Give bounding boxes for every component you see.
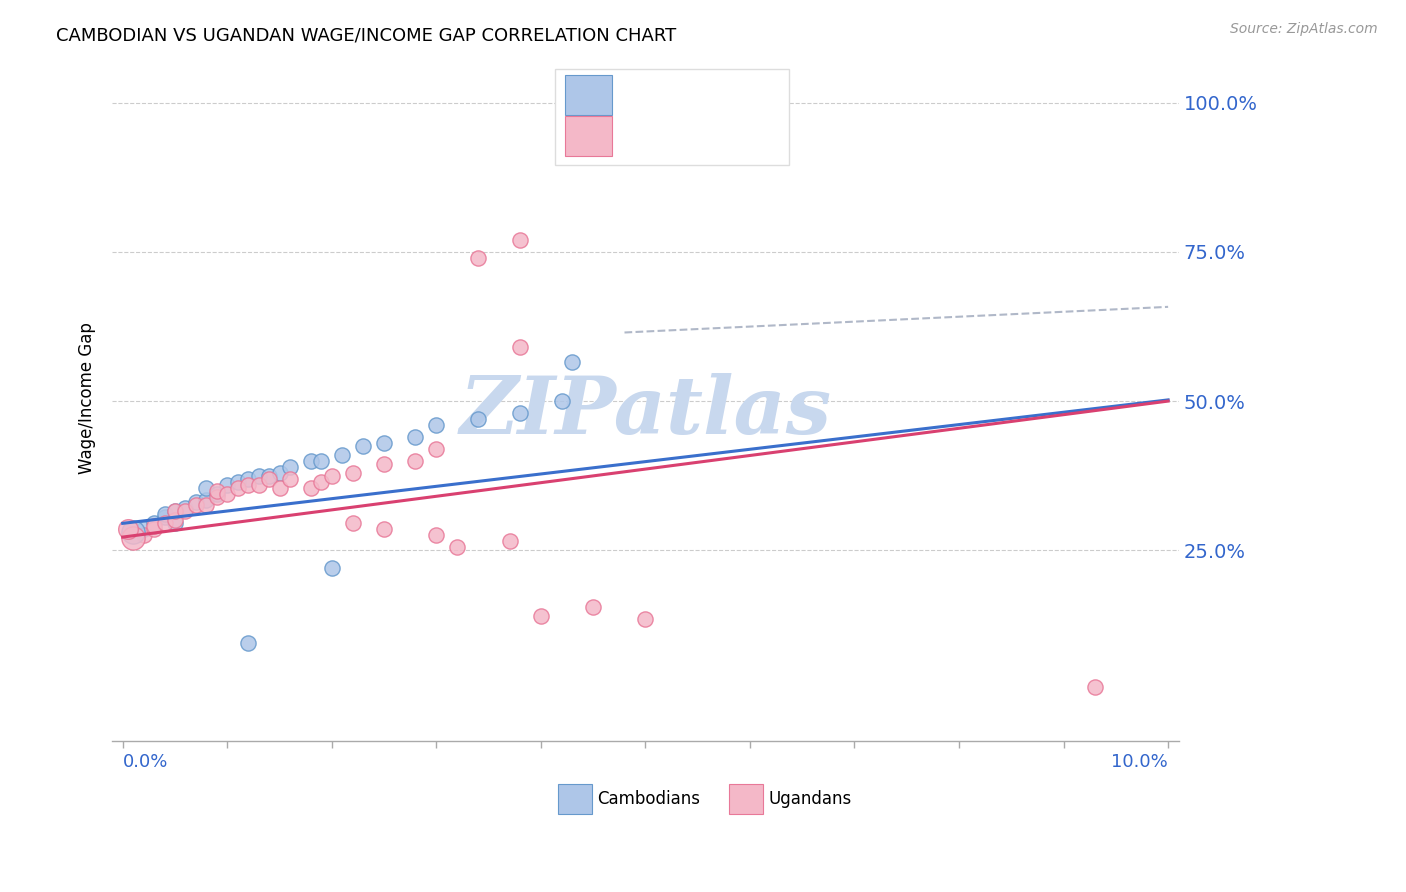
Point [530,608,553,623]
Point [132,528,155,542]
Y-axis label: Wage/Income Gap: Wage/Income Gap [79,322,96,474]
Point [195,492,218,507]
Point [226,475,249,489]
Point [352,439,374,453]
Point [143,516,166,531]
Point [425,528,447,542]
Text: 0.302: 0.302 [651,127,707,145]
Text: 30: 30 [740,86,765,104]
Point [311,475,333,489]
Point [217,477,239,491]
Point [1084,681,1107,695]
Text: 0.0%: 0.0% [122,753,169,771]
Point [236,635,259,649]
Point [738,135,761,149]
Point [342,516,364,531]
Text: R =: R = [621,86,659,104]
Text: Cambodians: Cambodians [598,790,700,808]
Point [321,468,343,483]
Point [153,510,176,524]
Point [163,513,186,527]
Point [163,504,186,518]
Point [236,477,259,491]
Point [143,522,166,536]
Point [373,522,395,536]
Point [174,504,197,518]
Text: ZIPatlas: ZIPatlas [460,373,831,450]
Text: R =: R = [621,127,659,145]
Point [278,472,301,486]
Point [561,355,583,369]
Point [257,468,280,483]
Text: CAMBODIAN VS UGANDAN WAGE/INCOME GAP CORRELATION CHART: CAMBODIAN VS UGANDAN WAGE/INCOME GAP COR… [56,27,676,45]
Point [582,599,605,614]
Point [132,522,155,536]
Text: Source: ZipAtlas.com: Source: ZipAtlas.com [1230,22,1378,37]
Point [163,516,186,531]
Text: 35: 35 [740,127,765,145]
Point [425,442,447,456]
Point [174,501,197,516]
Point [321,561,343,575]
Point [446,540,468,554]
Point [373,435,395,450]
Point [184,495,207,509]
Point [236,472,259,486]
FancyBboxPatch shape [565,116,613,156]
Text: Ugandans: Ugandans [768,790,851,808]
Point [425,417,447,432]
Point [330,448,353,462]
Point [509,406,531,420]
FancyBboxPatch shape [555,69,789,165]
Point [311,454,333,468]
Point [634,612,657,626]
Text: 0.397: 0.397 [651,86,707,104]
Point [404,454,426,468]
Point [269,481,291,495]
Point [163,504,186,518]
Point [509,340,531,354]
Point [226,481,249,495]
Text: N =: N = [704,86,755,104]
Point [551,394,574,409]
Point [122,531,145,545]
Point [373,457,395,471]
Point [184,499,207,513]
FancyBboxPatch shape [558,784,592,814]
Point [278,459,301,474]
Point [404,430,426,444]
Point [205,486,228,500]
Point [153,516,176,531]
Point [342,466,364,480]
Point [299,481,322,495]
Point [247,477,270,491]
Text: 10.0%: 10.0% [1111,753,1168,771]
FancyBboxPatch shape [565,75,613,115]
Point [299,454,322,468]
Point [509,233,531,247]
Point [269,466,291,480]
Point [143,519,166,533]
Point [498,534,520,549]
Point [467,251,489,265]
Text: N =: N = [704,127,755,145]
FancyBboxPatch shape [728,784,762,814]
Point [122,525,145,540]
Point [247,468,270,483]
Point [195,481,218,495]
Point [467,412,489,426]
Point [217,486,239,500]
Point [153,508,176,522]
Point [257,472,280,486]
Point [195,499,218,513]
Point [205,490,228,504]
Point [205,483,228,498]
Point [117,522,139,536]
